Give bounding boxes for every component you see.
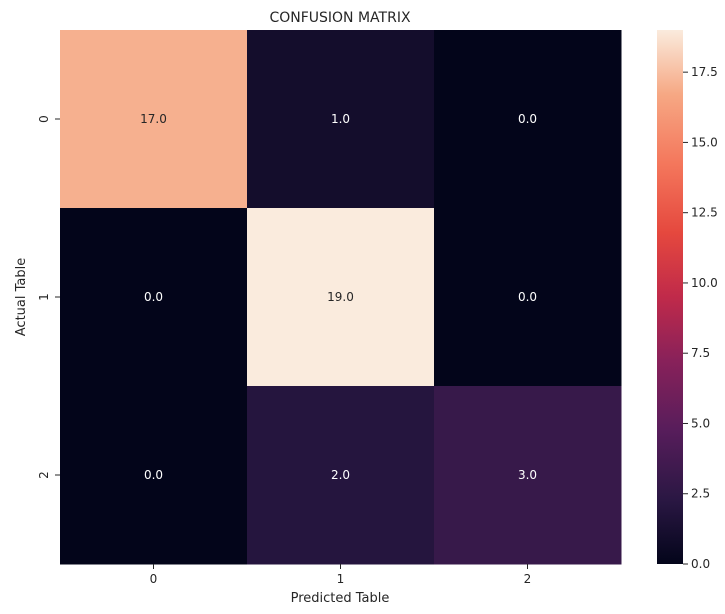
colorbar-tick-label-1: 2.5 — [691, 487, 710, 501]
cell-label-r1-c0: 0.0 — [144, 290, 163, 304]
y-axis-label: Actual Table — [14, 258, 29, 336]
y-tick-label-2: 2 — [37, 471, 51, 479]
cell-label-r2-c1: 2.0 — [331, 468, 350, 482]
colorbar-tick-label-5: 12.5 — [691, 206, 718, 220]
x-tick-label-0: 0 — [150, 572, 158, 586]
colorbar: 0.0 2.5 5.0 7.5 10.0 12.5 15.0 17.5 — [657, 30, 718, 571]
x-axis: 0 1 2 — [150, 564, 532, 586]
heatmap-cell-r0-c2 — [434, 30, 622, 209]
y-tick-label-0: 0 — [37, 115, 51, 123]
colorbar-tick-label-3: 7.5 — [691, 346, 710, 360]
colorbar-tick-label-6: 15.0 — [691, 135, 718, 149]
colorbar-tick-label-7: 17.5 — [691, 65, 718, 79]
y-tick-label-1: 1 — [37, 293, 51, 301]
heatmap-cell-r1-c1 — [247, 208, 435, 387]
cell-label-r2-c0: 0.0 — [144, 468, 163, 482]
x-tick-label-2: 2 — [524, 572, 532, 586]
chart-title: CONFUSION MATRIX — [269, 10, 411, 26]
cell-label-r1-c2: 0.0 — [518, 290, 537, 304]
heatmap-cell-r1-c2 — [434, 208, 622, 387]
cell-label-r0-c0: 17.0 — [140, 112, 167, 126]
heatmap-cell-r0-c1 — [247, 30, 435, 209]
colorbar-gradient — [657, 30, 683, 564]
cell-label-r1-c1: 19.0 — [327, 290, 354, 304]
heatmap-cell-r1-c0 — [60, 208, 248, 387]
heatmap-cell-r2-c2 — [434, 386, 622, 565]
x-tick-label-1: 1 — [337, 572, 345, 586]
x-axis-label: Predicted Table — [291, 591, 390, 606]
heatmap-cell-r2-c1 — [247, 386, 435, 565]
cell-label-r2-c2: 3.0 — [518, 468, 537, 482]
heatmap-cell-r2-c0 — [60, 386, 248, 565]
colorbar-tick-label-4: 10.0 — [691, 276, 718, 290]
y-axis: 0 1 2 — [37, 115, 60, 479]
colorbar-tick-label-2: 5.0 — [691, 416, 710, 430]
colorbar-tick-label-0: 0.0 — [691, 557, 710, 571]
cell-label-r0-c2: 0.0 — [518, 112, 537, 126]
heatmap-cells: 17.0 1.0 0.0 0.0 19.0 0.0 0.0 2.0 3.0 — [60, 30, 622, 565]
heatmap-cell-r0-c0 — [60, 30, 248, 209]
cell-label-r0-c1: 1.0 — [331, 112, 350, 126]
